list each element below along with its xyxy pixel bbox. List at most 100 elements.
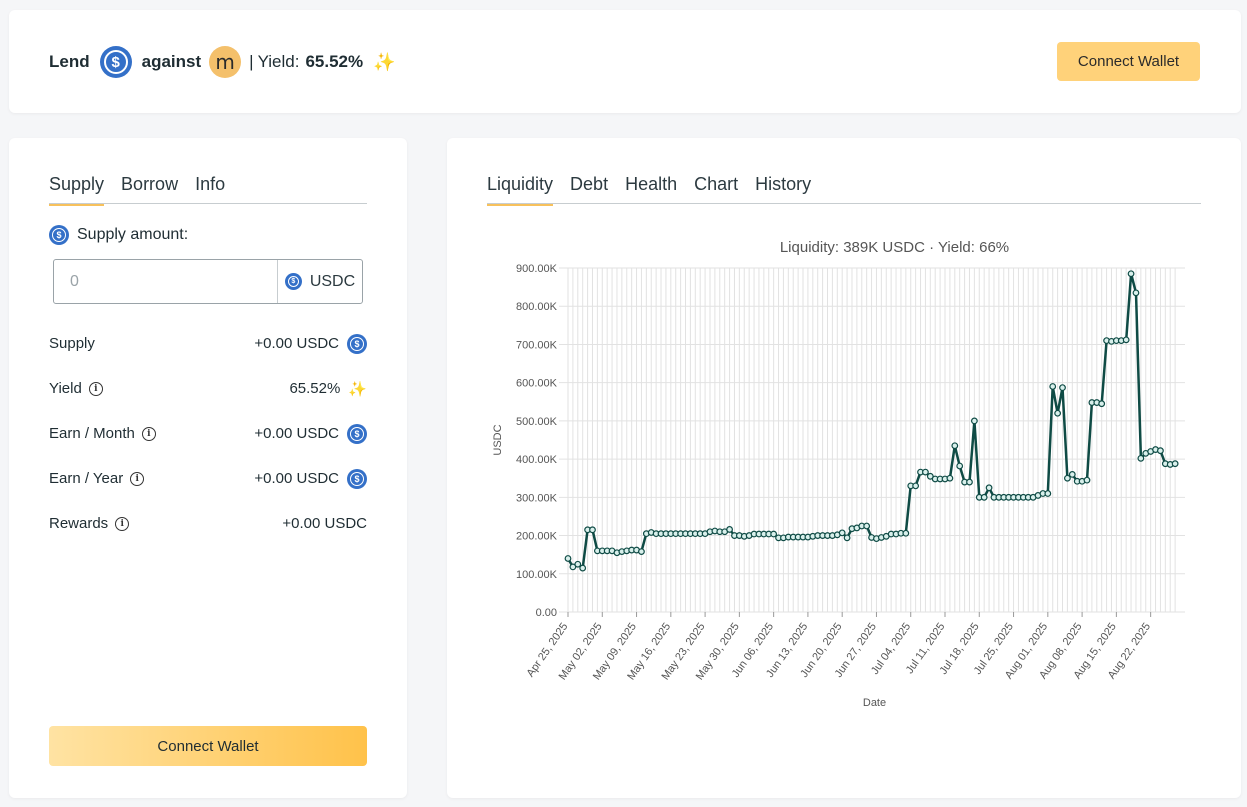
market-title: Lend $ against m | Yield: 65.52% ✨ [49, 45, 396, 79]
usdc-coin-icon: $ [49, 225, 69, 245]
sparkle-icon: ✨ [348, 380, 367, 398]
data-point [912, 482, 920, 490]
tab-chart[interactable]: Chart [694, 174, 739, 194]
data-point [1171, 460, 1179, 468]
data-point [1054, 409, 1062, 417]
connect-wallet-button[interactable]: Connect Wallet [1057, 42, 1200, 81]
y-tick-label: 900.00K [516, 263, 558, 275]
info-row-yield: Yield i 65.52% ✨ [49, 366, 367, 411]
data-point [985, 484, 993, 492]
usdc-coin-icon: $ [99, 46, 132, 78]
header-bar: Lend $ against m | Yield: 65.52% ✨ Conne… [9, 10, 1241, 113]
tab-health[interactable]: Health [625, 174, 678, 194]
y-tick-label: 300.00K [516, 492, 558, 504]
info-row-label: Yield [49, 380, 82, 397]
stats-tabs: Liquidity Debt Health Chart History [487, 174, 811, 206]
tab-borrow[interactable]: Borrow [121, 174, 179, 194]
data-point [951, 442, 959, 450]
data-point [638, 548, 645, 556]
data-point [966, 478, 973, 486]
data-point [838, 529, 846, 537]
data-point [1122, 336, 1130, 344]
supply-amount-input[interactable] [54, 260, 277, 303]
liquidity-chart: Liquidity: 389K USDC · Yield: 66% 0.00 100… [492, 239, 1185, 709]
stats-panel: Liquidity Debt Health Chart History Liqu… [447, 138, 1241, 798]
data-point [1137, 454, 1145, 462]
data-point [946, 474, 954, 482]
data-point [956, 462, 964, 470]
collateral-coin-icon: m [209, 46, 242, 78]
info-icon[interactable]: i [130, 471, 145, 486]
supply-tabs: Supply Borrow Info [49, 174, 225, 206]
x-axis-label: Date [863, 697, 886, 709]
connect-wallet-button[interactable]: Connect Wallet [49, 726, 367, 766]
data-point [564, 555, 572, 562]
info-row-label: Earn / Year [49, 470, 124, 487]
y-tick-label: 600.00K [516, 378, 558, 390]
data-point [922, 468, 929, 476]
info-row-value: +0.00 USDC [254, 470, 339, 487]
data-point [1049, 383, 1057, 390]
info-row-label: Supply [49, 335, 95, 352]
info-row-value: +0.00 USDC [254, 425, 339, 442]
tab-divider [49, 203, 367, 204]
tab-supply[interactable]: Supply [49, 174, 105, 206]
separator: | [249, 52, 254, 71]
supply-info-list: Supply +0.00 USDC $ Yield i 65.52% ✨ Earn /… [49, 321, 367, 546]
against-label: against [141, 52, 202, 71]
y-tick-label: 800.00K [516, 301, 558, 313]
data-point [579, 564, 587, 572]
info-row-label: Rewards [49, 515, 109, 532]
info-row-earn-year: Earn / Year i +0.00 USDC $ [49, 456, 367, 501]
info-row-rewards: Rewards i +0.00 USDC [49, 501, 367, 546]
tab-debt[interactable]: Debt [570, 174, 609, 194]
data-point [1132, 289, 1140, 297]
chart-title: Liquidity: 389K USDC · Yield: 66% [780, 239, 1009, 256]
data-point [589, 526, 596, 534]
tab-divider [487, 203, 1201, 204]
amount-unit: $ USDC [277, 260, 362, 303]
data-point [902, 529, 910, 537]
usdc-coin-icon: $ [347, 333, 367, 354]
usdc-coin-icon: $ [284, 273, 302, 290]
info-icon[interactable]: i [88, 381, 103, 396]
info-icon[interactable]: i [115, 516, 130, 531]
yield-label: Yield: [257, 52, 300, 71]
info-row-supply: Supply +0.00 USDC $ [49, 321, 367, 366]
data-point [1127, 270, 1135, 278]
data-point [1044, 490, 1052, 497]
data-point [1064, 474, 1071, 482]
usdc-coin-icon: $ [347, 468, 367, 489]
y-tick-label: 500.00K [516, 416, 558, 428]
info-row-earn-month: Earn / Month i +0.00 USDC $ [49, 411, 367, 456]
data-point [1157, 447, 1164, 455]
info-row-value: +0.00 USDC [282, 515, 367, 532]
data-point [1059, 384, 1066, 392]
supply-panel: Supply Borrow Info $ Supply amount: $ US… [9, 138, 407, 798]
tab-info[interactable]: Info [195, 174, 226, 194]
y-tick-label: 0.00 [536, 607, 557, 619]
supply-amount-field: $ USDC [53, 259, 363, 304]
data-point [726, 526, 733, 533]
tab-history[interactable]: History [755, 174, 812, 194]
tab-liquidity[interactable]: Liquidity [487, 174, 554, 206]
info-row-value: 65.52% [289, 380, 341, 397]
data-point [574, 560, 582, 568]
y-tick-label: 400.00K [516, 454, 558, 466]
y-tick-label: 100.00K [516, 569, 558, 581]
data-point [1068, 471, 1076, 478]
data-point [970, 417, 978, 425]
data-point [843, 534, 851, 542]
info-row-value: +0.00 USDC [254, 335, 339, 352]
supply-amount-text: Supply amount: [77, 226, 189, 243]
data-point [770, 530, 778, 538]
data-point [863, 522, 871, 530]
data-point [1098, 400, 1106, 408]
y-tick-label: 200.00K [516, 531, 558, 543]
info-icon[interactable]: i [141, 426, 156, 441]
supply-amount-label: $ Supply amount: [49, 225, 188, 245]
info-row-label: Earn / Month [49, 425, 135, 442]
yield-value: 65.52% [305, 52, 364, 71]
amount-unit-label: USDC [309, 272, 356, 290]
data-point [1083, 476, 1091, 484]
